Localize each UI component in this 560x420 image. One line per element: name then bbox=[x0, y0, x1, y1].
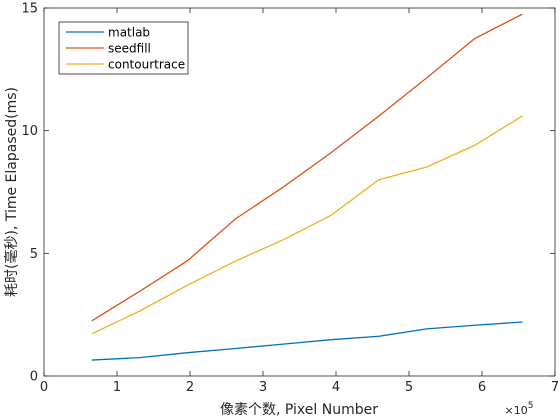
legend: matlab seedfill contourtrace bbox=[58, 21, 189, 75]
x-tick-label: 5 bbox=[405, 380, 413, 395]
series-line-matlab bbox=[91, 321, 523, 361]
y-tick-label: 5 bbox=[30, 247, 38, 262]
y-tick-label: 10 bbox=[21, 124, 38, 139]
series-line-contourtrace bbox=[91, 115, 523, 335]
x-tick-label: 0 bbox=[40, 380, 48, 395]
x-tick-label: 4 bbox=[332, 380, 340, 395]
axes-box bbox=[43, 7, 556, 377]
series-layer bbox=[91, 13, 523, 361]
legend-label-seedfill: seedfill bbox=[108, 42, 151, 56]
y-tick-label: 15 bbox=[21, 2, 38, 17]
ticks-layer: 0 1 2 3 4 5 6 7 0 5 10 15 bbox=[21, 2, 559, 396]
axes-layer bbox=[43, 7, 556, 377]
series-line-seedfill bbox=[91, 13, 523, 322]
y-tick-label: 0 bbox=[30, 370, 38, 385]
y-axis-label: 耗时(毫秒), Time Elapased(ms) bbox=[3, 87, 20, 297]
legend-label-matlab: matlab bbox=[108, 26, 150, 40]
x-tick-label: 2 bbox=[186, 380, 194, 395]
x-tick-label: 6 bbox=[478, 380, 486, 395]
x-tick-label: 3 bbox=[259, 380, 267, 395]
x-tick-label: 1 bbox=[113, 380, 121, 395]
legend-label-contourtrace: contourtrace bbox=[108, 58, 185, 72]
x-axis-label: 像素个数, Pixel Number bbox=[220, 402, 378, 418]
x-tick-label: 7 bbox=[551, 380, 559, 395]
x-axis-multiplier: ×105 bbox=[505, 401, 534, 417]
